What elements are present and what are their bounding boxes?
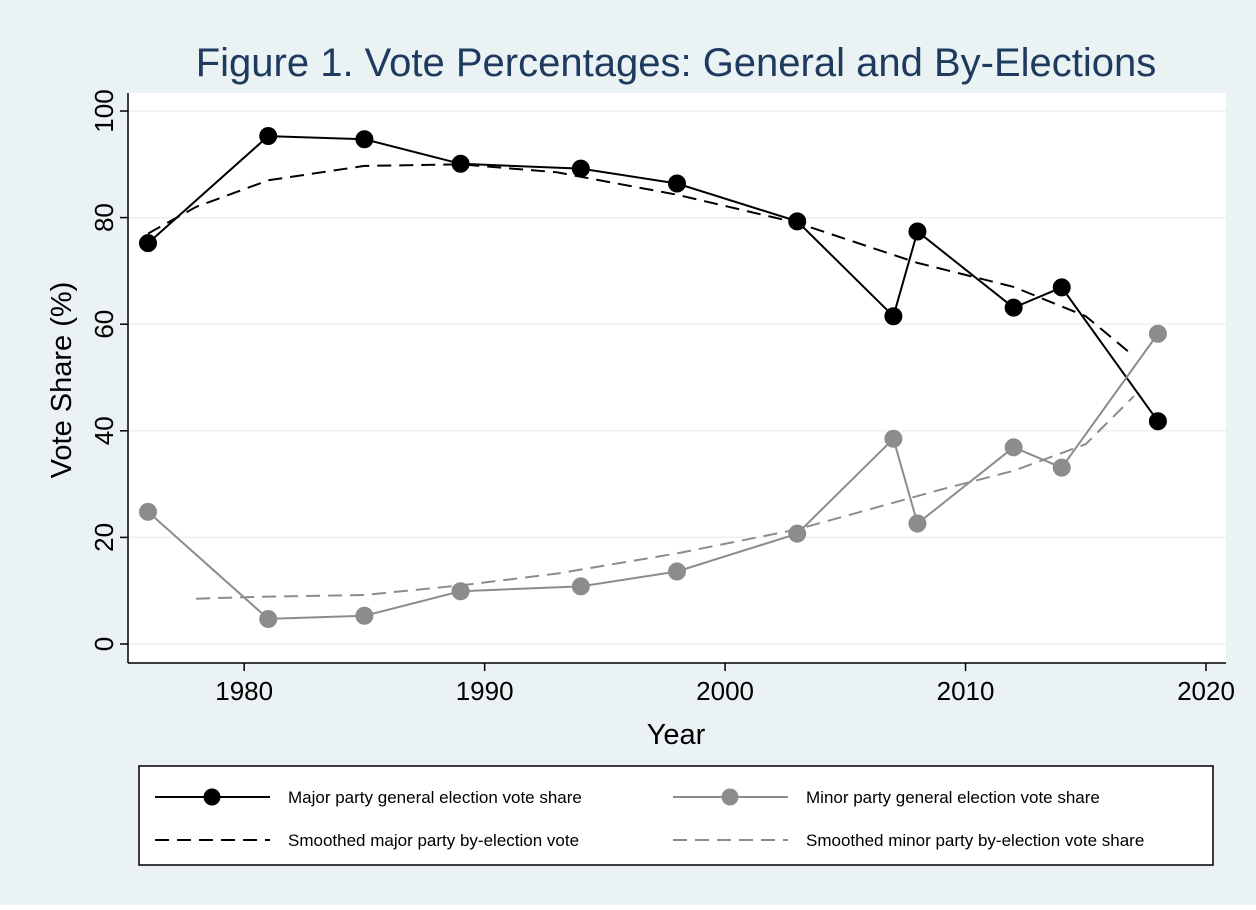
x-tick-label: 2000 [696, 676, 754, 706]
data-point [355, 606, 374, 625]
data-point [788, 524, 807, 543]
legend: Major party general election vote share M… [138, 765, 1214, 866]
data-point [139, 234, 157, 253]
data-point [571, 159, 590, 178]
y-tick-label: 20 [89, 523, 119, 552]
y-tick-label: 100 [89, 89, 119, 132]
x-tick-label: 2010 [937, 676, 995, 706]
y-tick-label: 40 [89, 416, 119, 445]
y-tick-label: 80 [89, 203, 119, 232]
data-point [259, 609, 278, 628]
data-point [668, 174, 686, 193]
legend-label: Smoothed minor party by-election vote sh… [806, 831, 1144, 850]
data-point [908, 514, 927, 533]
legend-label: Minor party general election vote share [806, 788, 1100, 807]
gridlines [128, 110, 1226, 645]
data-point [1052, 458, 1071, 477]
data-point [139, 502, 157, 521]
legend-label: Major party general election vote share [288, 788, 582, 807]
axes: 0 20 40 60 80 100 1980 1990 2000 2010 2020 [89, 89, 1235, 706]
data-point [259, 127, 278, 146]
data-point [1004, 298, 1023, 317]
data-point [884, 429, 903, 448]
series-line [196, 395, 1135, 600]
data-point [884, 307, 903, 326]
legend-swatch-marker [203, 788, 221, 806]
x-axis-label: Year [647, 719, 706, 751]
data-point [1004, 438, 1023, 457]
data-point [355, 130, 374, 149]
legend-label: Smoothed major party by-election vote [288, 831, 579, 850]
data-point [1148, 324, 1167, 343]
data-point [1148, 412, 1167, 431]
series-line [147, 163, 1135, 357]
x-tick-label: 1990 [456, 676, 514, 706]
data-point [668, 562, 686, 581]
x-tick-label: 2020 [1177, 676, 1235, 706]
legend-swatch-marker [721, 788, 739, 806]
series-layer [139, 127, 1167, 628]
y-tick-label: 60 [89, 310, 119, 339]
data-point [788, 212, 807, 231]
data-point [908, 222, 927, 241]
x-tick-label: 1980 [215, 676, 273, 706]
data-point [451, 154, 470, 173]
data-point [1052, 278, 1071, 297]
legend-box [138, 765, 1214, 866]
y-axis-label: Vote Share (%) [46, 282, 78, 479]
data-point [571, 577, 590, 596]
chart-title: Figure 1. Vote Percentages: General and … [196, 41, 1157, 85]
data-point [451, 582, 470, 601]
y-tick-label: 0 [89, 637, 119, 651]
